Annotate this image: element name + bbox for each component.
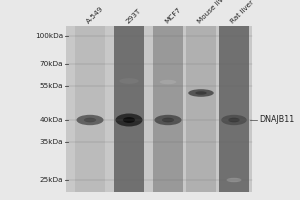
Text: 70kDa: 70kDa (40, 61, 63, 67)
Text: 35kDa: 35kDa (40, 139, 63, 145)
Ellipse shape (119, 78, 139, 84)
FancyBboxPatch shape (66, 26, 252, 192)
Text: DNAJB11: DNAJB11 (260, 116, 295, 124)
Ellipse shape (84, 118, 96, 122)
Text: 55kDa: 55kDa (40, 83, 63, 89)
Ellipse shape (116, 114, 142, 127)
Ellipse shape (228, 118, 240, 122)
Ellipse shape (154, 115, 182, 125)
Text: 293T: 293T (125, 8, 142, 25)
Ellipse shape (76, 115, 103, 125)
FancyBboxPatch shape (153, 26, 183, 192)
FancyBboxPatch shape (75, 26, 105, 192)
FancyBboxPatch shape (186, 26, 216, 192)
Text: 100kDa: 100kDa (35, 33, 63, 39)
Ellipse shape (123, 117, 135, 123)
Ellipse shape (162, 118, 174, 122)
Text: 40kDa: 40kDa (40, 117, 63, 123)
FancyBboxPatch shape (114, 26, 144, 192)
Text: Rat liver: Rat liver (230, 0, 255, 25)
Text: Mouse liver: Mouse liver (197, 0, 230, 25)
Ellipse shape (188, 89, 214, 97)
Ellipse shape (160, 80, 176, 84)
Text: MCF7: MCF7 (164, 7, 182, 25)
Text: A-549: A-549 (86, 6, 105, 25)
Ellipse shape (221, 115, 247, 125)
FancyBboxPatch shape (219, 26, 249, 192)
Ellipse shape (226, 178, 242, 182)
Text: 25kDa: 25kDa (40, 177, 63, 183)
Ellipse shape (195, 91, 207, 95)
